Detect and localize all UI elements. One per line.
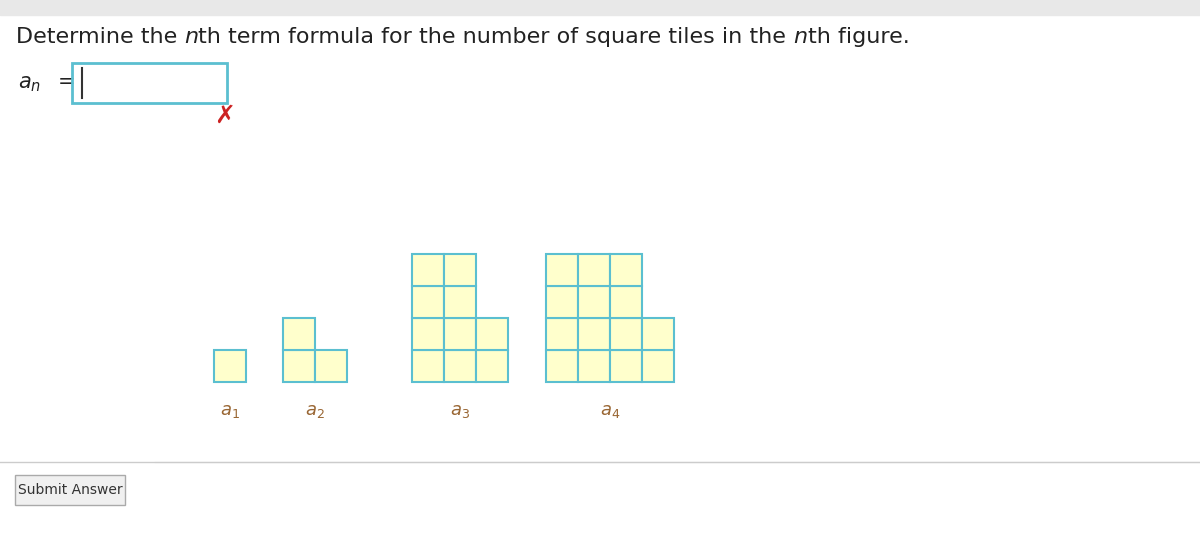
Bar — [0, 0, 1200, 15]
Bar — [546, 254, 578, 286]
Bar — [642, 350, 674, 382]
Bar — [444, 286, 476, 318]
Bar — [412, 254, 444, 286]
Bar — [412, 350, 444, 382]
Text: $a_3$: $a_3$ — [450, 402, 470, 420]
Text: Submit Answer: Submit Answer — [18, 483, 122, 497]
Text: n: n — [185, 27, 198, 47]
Bar — [314, 350, 347, 382]
Bar — [72, 63, 227, 103]
Bar — [476, 350, 508, 382]
Bar — [610, 350, 642, 382]
Bar — [578, 254, 610, 286]
Text: ✗: ✗ — [215, 104, 235, 128]
Bar — [642, 318, 674, 350]
Bar — [283, 318, 314, 350]
Bar — [546, 318, 578, 350]
Bar — [214, 350, 246, 382]
Bar — [546, 286, 578, 318]
Text: $a_n$: $a_n$ — [18, 74, 41, 94]
Bar — [476, 318, 508, 350]
Text: $a_1$: $a_1$ — [220, 402, 240, 420]
Bar — [14, 475, 125, 505]
Bar — [412, 318, 444, 350]
Text: Determine the: Determine the — [16, 27, 185, 47]
Bar — [578, 286, 610, 318]
Bar — [283, 350, 314, 382]
Text: th term formula for the number of square tiles in the: th term formula for the number of square… — [198, 27, 793, 47]
Bar — [546, 350, 578, 382]
Bar — [610, 318, 642, 350]
Text: $a_2$: $a_2$ — [305, 402, 325, 420]
Bar — [578, 350, 610, 382]
Bar — [444, 350, 476, 382]
Bar — [610, 254, 642, 286]
Text: $a_4$: $a_4$ — [600, 402, 620, 420]
Text: n: n — [793, 27, 808, 47]
Bar — [578, 318, 610, 350]
Bar — [610, 286, 642, 318]
Bar — [444, 318, 476, 350]
Text: th figure.: th figure. — [808, 27, 910, 47]
Bar — [412, 286, 444, 318]
Text: =: = — [58, 72, 76, 92]
Bar — [444, 254, 476, 286]
